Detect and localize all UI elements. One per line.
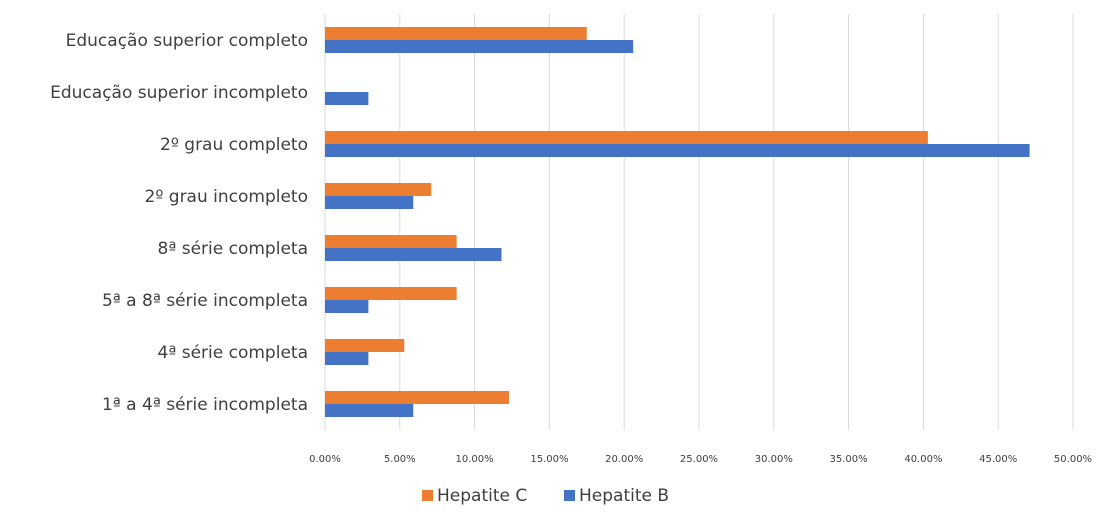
x-tick-label: 25.00% [680,454,718,465]
x-tick-label: 5.00% [384,454,416,465]
category-label: Educação superior incompleto [50,83,308,103]
legend-swatch [564,490,575,501]
legend-label: Hepatite C [437,486,527,506]
x-tick-label: 50.00% [1054,454,1092,465]
bar-hepatite-b [325,248,502,261]
x-tick-label: 30.00% [755,454,793,465]
category-label: 2º grau incompleto [145,187,308,207]
bar-hepatite-b [325,92,369,105]
category-label: Educação superior completo [66,31,308,51]
bar-hepatite-b [325,404,414,417]
x-tick-label: 35.00% [830,454,868,465]
gridlines [324,14,1074,430]
x-tick-label: 15.00% [530,454,568,465]
legend: Hepatite C Hepatite B [422,486,669,506]
category-label: 5ª a 8ª série incompleta [102,291,308,311]
x-tick-label: 45.00% [979,454,1017,465]
category-labels: Educação superior completo Educação super… [50,31,308,415]
legend-label: Hepatite B [579,486,669,506]
category-label: 1ª a 4ª série incompleta [102,395,308,415]
category-label: 8ª série completa [158,239,309,259]
x-tick-label: 0.00% [309,454,341,465]
bar-hepatite-b [325,40,634,53]
bar-hepatite-c [325,131,928,144]
bar-hepatite-c [325,287,457,300]
bar-hepatite-c [325,235,457,248]
bar-hepatite-b [325,144,1030,157]
bar-hepatite-b [325,300,369,313]
bar-hepatite-c [325,391,510,404]
x-tick-labels: 0.00% 5.00% 10.00% 15.00% 20.00% 25.00% 30.00%… [309,454,1092,465]
x-tick-label: 20.00% [605,454,643,465]
bar-hepatite-b [325,352,369,365]
category-label: 4ª série completa [158,343,309,363]
x-tick-label: 40.00% [904,454,942,465]
legend-swatch [422,490,433,501]
bar-hepatite-c [325,339,405,352]
bar-hepatite-c [325,27,587,40]
x-tick-label: 10.00% [456,454,494,465]
category-label: 2º grau completo [160,135,308,155]
bar-hepatite-b [325,196,414,209]
bar-hepatite-c [325,183,432,196]
bars [325,27,1030,417]
